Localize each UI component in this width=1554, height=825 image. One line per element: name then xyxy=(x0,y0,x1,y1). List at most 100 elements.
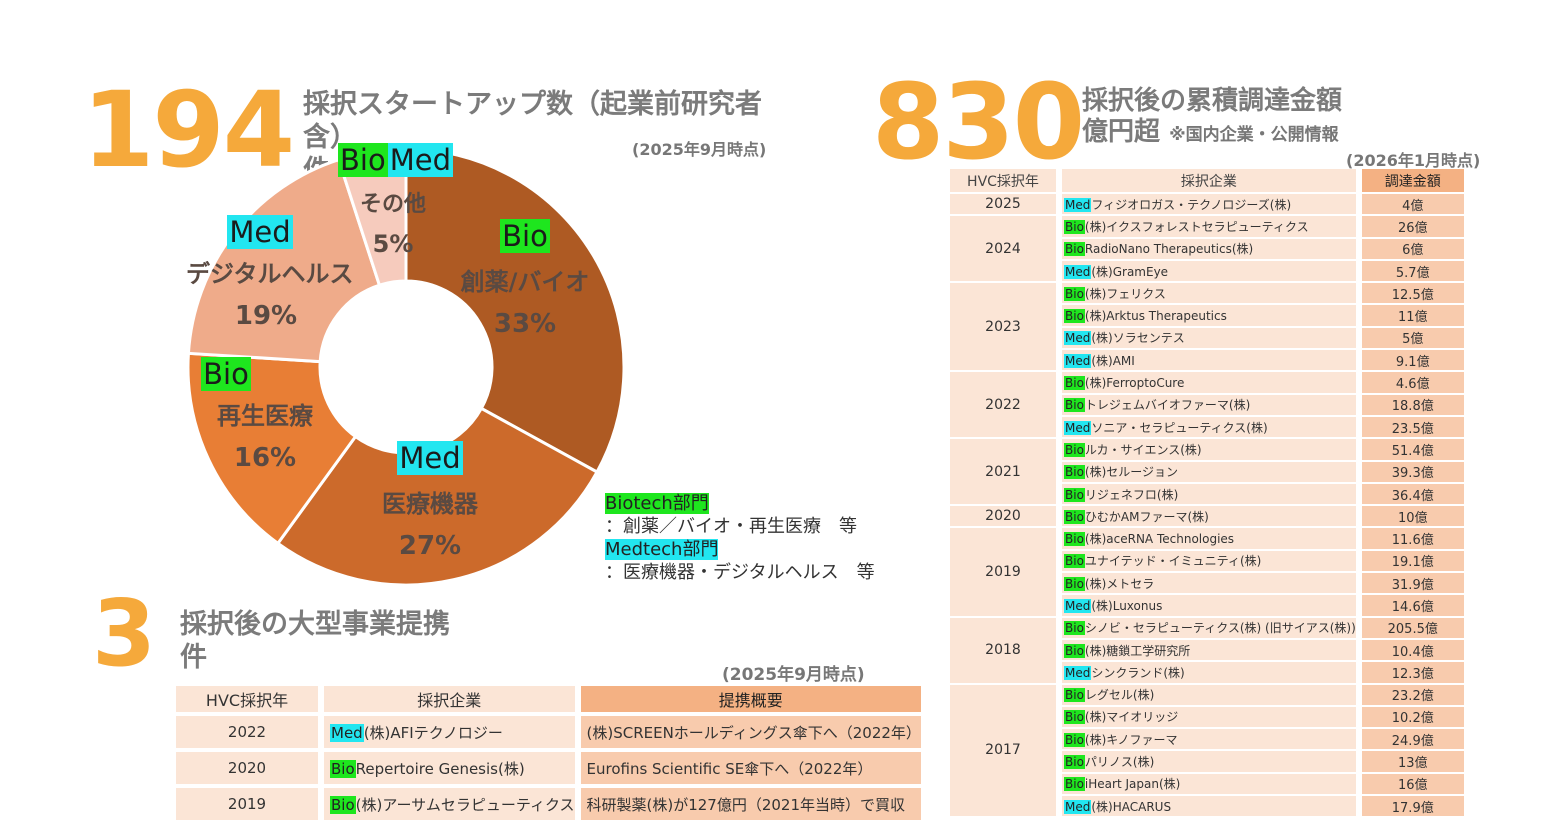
sector-tag: Bio xyxy=(1064,732,1085,747)
funding-company-cell: Bio(株)フェリクス xyxy=(1062,283,1356,304)
segment-label-regenerative: Bio 再生医療 16% xyxy=(190,356,340,473)
company-name: シンクランド(株) xyxy=(1091,665,1185,680)
funding-amount-cell: 10億 xyxy=(1361,506,1464,527)
funding-company-cell: Medシンクランド(株) xyxy=(1062,662,1356,683)
funding-year-cell: 2020 xyxy=(950,506,1056,527)
funding-amount-cell: 12.3億 xyxy=(1361,662,1464,683)
segment-tag-biomed: Bio Med xyxy=(338,142,453,178)
funding-row: Med(株)ソラセンテス 5億 xyxy=(950,327,1464,349)
segment-name: 創薬/バイオ xyxy=(460,268,590,296)
startup-count-title: 採択スタートアップ数（起業前研究者含） xyxy=(303,89,762,153)
funding-year-cell: 2019 xyxy=(950,528,1056,616)
sector-tag: Bio xyxy=(1064,309,1085,324)
alliance-year-cell: 2022 xyxy=(176,716,318,748)
segment-percent: 27% xyxy=(398,531,462,561)
sector-tag: Bio xyxy=(1064,465,1085,480)
funding-row: Med(株)GramEye 5.7億 xyxy=(950,260,1464,282)
company-name: (株)マイオリッジ xyxy=(1084,710,1179,725)
company-name: iHeart Japan(株) xyxy=(1084,777,1181,792)
funding-company-cell: Bio(株)糖鎖工学研究所 xyxy=(1062,639,1356,661)
alliance-count-number: 3 xyxy=(92,580,156,687)
sector-tag: Med xyxy=(1064,598,1092,613)
company-name: (株)アーサムセラピューティクス xyxy=(355,795,575,814)
donut-slice-0 xyxy=(404,147,626,475)
funding-company-cell: Bio(株)イクスフォレストセラピューティクス xyxy=(1062,216,1356,237)
funding-row: Bio(株)メトセラ 31.9億 xyxy=(950,573,1464,594)
alliance-header-company: 採択企業 xyxy=(324,686,575,712)
funding-row: 2017 Bioレグセル(株) 23.2億 xyxy=(950,684,1464,817)
funding-row: 2024 Bio(株)イクスフォレストセラピューティクス 26億 xyxy=(950,216,1464,282)
funding-amount-cell: 51.4億 xyxy=(1361,439,1464,460)
segment-tag-med: Med xyxy=(397,441,463,475)
sector-tag: Bio xyxy=(1064,554,1085,569)
funding-company-cell: Bioレグセル(株) xyxy=(1062,684,1356,705)
alliance-summary-cell: (株)SCREENホールディングス傘下へ（2022年） xyxy=(580,716,921,748)
funding-table-header: HVC採択年 採択企業 調達金額 xyxy=(950,169,1464,192)
funding-row: 2025 Medフィジオロガス・テクノロジーズ(株) 4億 xyxy=(950,194,1464,215)
funding-amount-cell: 6億 xyxy=(1361,238,1464,259)
sector-tag: Bio xyxy=(1064,286,1085,301)
sector-tag: Bio xyxy=(1064,509,1085,524)
company-name: (株)糖鎖工学研究所 xyxy=(1084,643,1191,658)
funding-company-cell: Medフィジオロガス・テクノロジーズ(株) xyxy=(1062,194,1356,215)
funding-row: Med(株)AMI 9.1億 xyxy=(950,350,1464,371)
sector-tag: Bio xyxy=(1064,442,1085,457)
alliance-year-cell: 2020 xyxy=(176,752,318,784)
funding-company-cell: Bio(株)セルージョン xyxy=(1062,461,1356,482)
medtech-legend-desc: ：医療機器・デジタルヘルス 等 xyxy=(605,562,875,583)
sector-tag: Bio xyxy=(1064,576,1085,591)
alliance-header-year: HVC採択年 xyxy=(176,686,318,712)
company-name: パリノス(株) xyxy=(1084,755,1155,770)
company-name: (株)GramEye xyxy=(1091,264,1169,279)
segment-name: 医療機器 xyxy=(382,490,478,518)
funding-company-cell: Med(株)Luxonus xyxy=(1062,595,1356,616)
company-name: (株)HACARUS xyxy=(1091,799,1172,814)
alliance-summary-cell: 科研製薬(株)が127億円（2021年当時）で買収 xyxy=(580,788,921,820)
sector-tag: Bio xyxy=(1064,487,1085,502)
funding-row: Bio(株)キノファーマ 24.9億 xyxy=(950,729,1464,750)
sector-tag: Bio xyxy=(1064,376,1085,391)
funding-year-cell: 2018 xyxy=(950,617,1056,683)
sector-tag: Bio xyxy=(1064,710,1085,725)
funding-amount-cell: 24.9億 xyxy=(1361,729,1464,750)
funding-amount-cell: 39.3億 xyxy=(1361,461,1464,482)
funding-row: Medソニア・セラピューティクス(株) 23.5億 xyxy=(950,416,1464,438)
funding-row: 2022 Bio(株)FerroptoCure 4.6億 xyxy=(950,372,1464,438)
funding-company-cell: Bioユナイテッド・イミュニティ(株) xyxy=(1062,550,1356,572)
funding-company-cell: Med(株)HACARUS xyxy=(1062,796,1356,817)
segment-name: 再生医療 xyxy=(217,402,313,430)
funding-year-cell: 2024 xyxy=(950,216,1056,282)
funding-amount-cell: 11.6億 xyxy=(1361,528,1464,549)
company-name: RadioNano Therapeutics(株) xyxy=(1084,242,1254,257)
alliance-summary-cell: Eurofins Scientific SE傘下へ（2022年） xyxy=(580,752,921,784)
company-name: (株)ソラセンテス xyxy=(1091,331,1185,346)
donut-slice-2 xyxy=(186,351,358,546)
company-name: (株)フェリクス xyxy=(1084,286,1166,301)
funding-row: Bioユナイテッド・イミュニティ(株) 19.1億 xyxy=(950,550,1464,572)
alliance-company-cell: BioRepertoire Genesis(株) xyxy=(324,752,575,784)
funding-row: Bioトレジェムバイオファーマ(株) 18.8億 xyxy=(950,394,1464,415)
sector-tag: Med xyxy=(1064,799,1092,814)
sector-tag: Med xyxy=(1064,264,1092,279)
company-name: ひむかAMファーマ(株) xyxy=(1084,509,1209,524)
funding-amount-cell: 10.4億 xyxy=(1361,639,1464,661)
company-name: (株)aceRNA Technologies xyxy=(1084,532,1235,547)
company-name: (株)AMI xyxy=(1091,353,1135,368)
company-name: リジェネフロ(株) xyxy=(1084,487,1179,502)
sector-tag: Med xyxy=(1064,331,1092,346)
sector-tag: Med xyxy=(1064,420,1092,435)
sector-tag: Bio xyxy=(1064,755,1085,770)
funding-amount-cell: 4.6億 xyxy=(1361,372,1464,393)
funding-row: 2023 Bio(株)フェリクス 12.5億 xyxy=(950,283,1464,371)
company-name: ユナイテッド・イミュニティ(株) xyxy=(1084,554,1262,569)
funding-amount-cell: 18.8億 xyxy=(1361,394,1464,415)
company-name: レグセル(株) xyxy=(1084,688,1155,703)
funding-company-cell: Bio(株)Arktus Therapeutics xyxy=(1062,305,1356,326)
funding-year-cell: 2025 xyxy=(950,194,1056,215)
segment-tag-bio: Bio xyxy=(500,219,550,253)
funding-company-cell: Bioルカ・サイエンス(株) xyxy=(1062,439,1356,460)
funding-amount-cell: 12.5億 xyxy=(1361,283,1464,304)
funding-company-cell: Med(株)ソラセンテス xyxy=(1062,327,1356,349)
funding-row: Bio(株)糖鎖工学研究所 10.4億 xyxy=(950,639,1464,661)
funding-total-label: 採択後の累積調達金額 億円超 ※国内企業・公開情報 xyxy=(1082,86,1342,151)
